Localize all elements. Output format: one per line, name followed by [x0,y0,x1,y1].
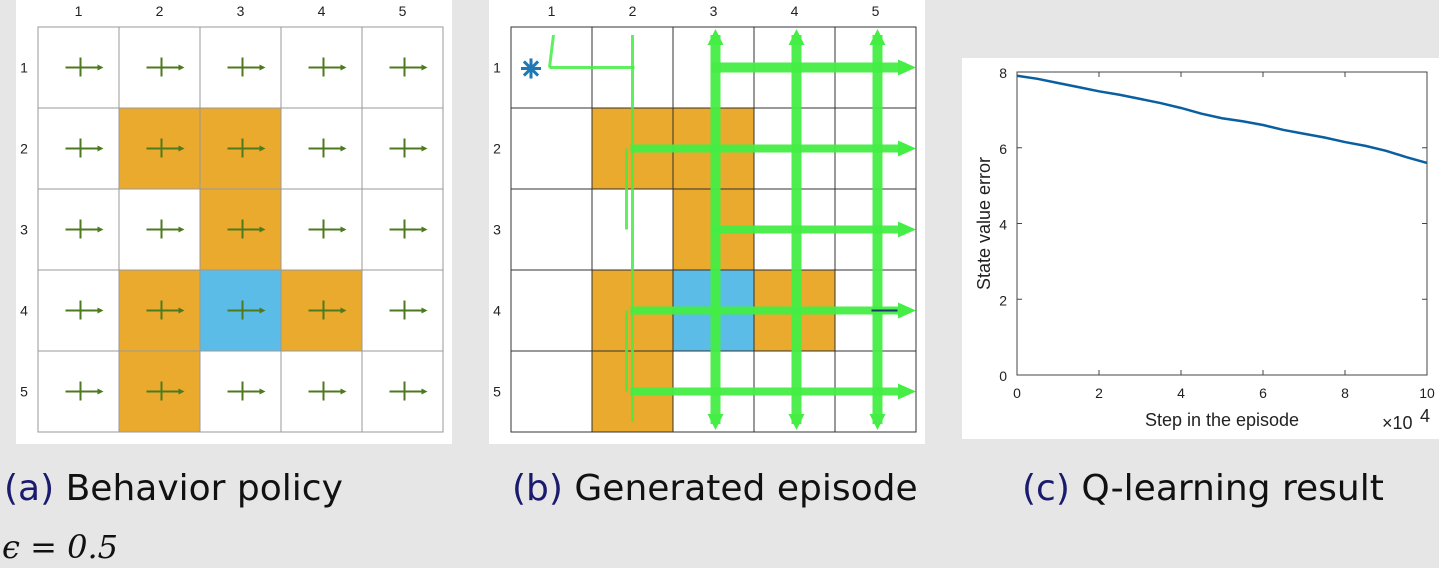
episode-arrowhead [898,140,916,157]
cross-arrows-icon [389,300,428,320]
caption-generated-episode: (b) Generated episode [512,468,918,509]
x-tick-label: 4 [1177,385,1185,401]
cross-arrows-icon [227,219,266,239]
cross-arrows-icon [308,219,347,239]
x-tick-label: 2 [1095,385,1103,401]
behavior-policy-grid: 1 2 3 4 5 1 2 3 4 5 [20,3,444,433]
row-label: 2 [493,141,501,157]
y-tick-label: 2 [999,292,1007,308]
cross-arrows-icon [146,219,185,239]
cross-arrows-icon [389,138,428,158]
cross-arrows-icon [227,138,266,158]
cross-arrows-icon [146,381,185,401]
grid-cell-r2c1 [510,107,593,190]
cross-arrows-icon [389,381,428,401]
caption-text: Generated episode [574,468,918,509]
state-value-error-chart: 0 2 4 6 8 10 0 2 4 6 8 Step in the episode State val… [974,65,1435,433]
grid-cell-r3c4 [280,188,363,271]
x-axis-label: Step in the episode [1145,410,1299,430]
cross-arrows-icon [308,300,347,320]
x-multiplier-label: ×10 [1382,413,1413,433]
grid-cell-r3c1 [510,188,593,271]
grid-cell-r2c3 [199,107,282,190]
column-label: 5 [399,3,407,19]
row-label: 5 [493,384,501,400]
plot-area [1016,71,1428,376]
x-tick-label: 8 [1341,385,1349,401]
episode-arrowhead [898,383,916,400]
cross-arrows-icon [146,57,185,77]
x-tick-label: 6 [1259,385,1267,401]
column-label: 1 [75,3,83,19]
row-label: 3 [20,222,28,238]
cross-arrows-icon [146,300,185,320]
cross-arrows-icon [65,300,104,320]
y-axis-label: State value error [974,157,994,290]
episode-arrowhead [788,29,805,45]
caption-text: Behavior policy [65,468,343,509]
grid-cell-r5c1 [510,350,593,433]
caption-tag: (c) [1022,468,1070,509]
cross-arrows-icon [308,381,347,401]
cross-arrows-icon [65,138,104,158]
column-label: 2 [629,3,637,19]
column-label: 4 [318,3,326,19]
episode-arrowhead [898,221,916,238]
episode-arrowhead [788,414,805,430]
episode-arrowhead [869,29,886,45]
caption-tag: (a) [4,468,55,509]
cross-arrows-icon [227,300,266,320]
cross-arrows-icon [389,57,428,77]
x-tick-label: 10 [1419,385,1435,401]
epsilon-label: ϵ = 0.5 [2,528,118,566]
column-label: 3 [237,3,245,19]
column-label: 5 [872,3,880,19]
cross-arrows-icon [389,219,428,239]
cross-arrows-icon [308,57,347,77]
cross-arrows-icon [65,57,104,77]
caption-q-learning-result: (c) Q-learning result [1022,468,1384,509]
state-value-error-line [1016,74,1428,165]
row-label: 5 [20,384,28,400]
episode-arrowhead [707,29,724,45]
row-label: 4 [493,303,501,319]
cross-arrows-icon [65,219,104,239]
grid-cell-r4c1 [510,269,593,352]
episode-arrowhead [898,302,916,319]
q-learning-result-panel: 0 2 4 6 8 10 0 2 4 6 8 Step in the episode State val… [962,58,1439,439]
caption-behavior-policy: (a) Behavior policy [4,468,343,509]
column-label: 1 [548,3,556,19]
caption-text: Q-learning result [1081,468,1384,509]
row-label: 4 [20,303,28,319]
y-tick-label: 4 [999,217,1007,233]
episode-strand [548,34,555,68]
cross-arrows-icon [146,138,185,158]
column-label: 4 [791,3,799,19]
x-multiplier-exponent: 4 [1420,406,1430,426]
cross-arrows-icon [308,138,347,158]
grid-cell-r5c2 [118,350,201,433]
y-tick-label: 6 [999,141,1007,157]
cross-arrows-icon [227,57,266,77]
caption-tag: (b) [512,468,563,509]
episode-arrowhead [898,59,916,76]
generated-episode-grid: 1 2 3 4 5 1 2 3 4 5 [493,3,917,433]
episode-arrowhead [869,414,886,430]
grid-cell-r3c5 [361,188,444,271]
row-label: 2 [20,141,28,157]
cross-arrows-icon [227,381,266,401]
row-label: 1 [493,60,501,76]
column-label: 2 [156,3,164,19]
x-tick-label: 0 [1013,385,1021,401]
episode-arrowhead [707,414,724,430]
asterisk-icon [521,58,541,79]
row-label: 1 [20,60,28,76]
y-tick-label: 8 [999,65,1007,81]
row-label: 3 [493,222,501,238]
y-tick-label: 0 [999,368,1007,384]
generated-episode-panel: 1 2 3 4 5 1 2 3 4 5 [489,0,925,444]
column-label: 3 [710,3,718,19]
behavior-policy-panel: 1 2 3 4 5 1 2 3 4 5 [16,0,452,444]
cross-arrows-icon [65,381,104,401]
